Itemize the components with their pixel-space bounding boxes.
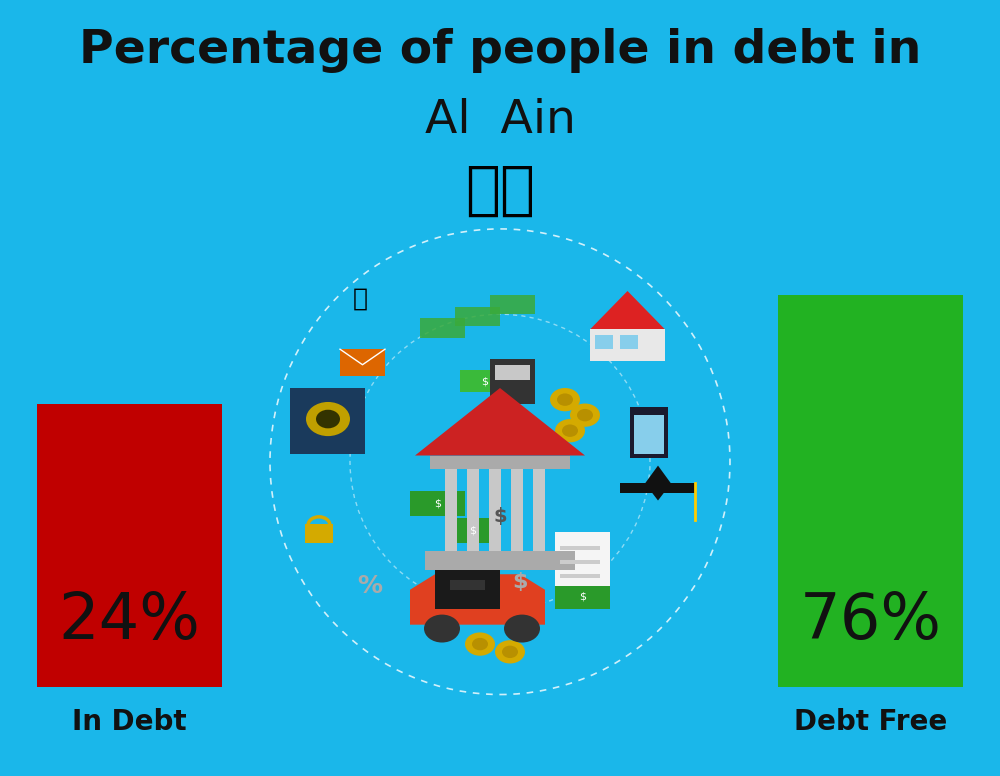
Polygon shape [590,291,665,329]
Circle shape [502,646,518,658]
Text: 76%: 76% [800,590,942,652]
Text: 🔑: 🔑 [514,425,526,444]
Bar [435,569,500,609]
Polygon shape [410,574,545,625]
Bar [595,335,613,349]
Bar [430,456,570,469]
Bar [560,574,600,578]
Bar [460,370,510,392]
Text: $: $ [482,376,489,386]
Bar [560,546,600,550]
Bar [560,560,600,564]
Circle shape [504,615,540,643]
Bar [778,295,963,687]
Bar [511,469,523,555]
Text: In Debt: In Debt [72,708,187,736]
Circle shape [495,640,525,663]
Bar [410,491,465,516]
Circle shape [570,404,600,427]
Bar [620,483,695,493]
Bar [489,469,501,555]
Bar [467,469,479,555]
Circle shape [562,424,578,437]
Bar [450,580,485,590]
Bar [533,469,545,555]
Circle shape [557,393,573,406]
Polygon shape [415,388,585,456]
Bar [290,388,365,454]
Bar [620,335,638,349]
Bar [490,359,535,404]
Circle shape [550,388,580,411]
Text: $: $ [512,572,528,592]
Text: %: % [358,574,382,598]
Circle shape [306,402,350,436]
Bar [634,415,664,454]
Bar [425,551,575,570]
Bar [445,518,500,543]
Text: 24%: 24% [59,590,200,652]
Bar [305,524,333,543]
Circle shape [577,409,593,421]
Text: Percentage of people in debt in: Percentage of people in debt in [79,28,921,73]
Text: 🇪🇦: 🇪🇦 [465,161,535,219]
Bar [590,329,665,361]
Polygon shape [645,466,671,501]
Bar [37,404,222,687]
Circle shape [465,632,495,656]
Text: 🦅: 🦅 [352,287,368,310]
Text: $: $ [493,507,507,525]
Text: Debt Free: Debt Free [794,708,947,736]
Bar [555,532,610,586]
Bar [555,584,610,609]
Bar [490,295,535,314]
Text: $: $ [579,592,586,601]
Bar [420,318,465,338]
Circle shape [472,638,488,650]
Circle shape [316,410,340,428]
Text: $: $ [434,499,441,508]
Text: Al  Ain: Al Ain [425,98,575,143]
Bar [445,469,457,555]
Bar [340,349,385,376]
Bar [495,365,530,380]
Bar [455,307,500,326]
Text: $: $ [469,526,476,535]
Bar [630,407,668,458]
Circle shape [555,419,585,442]
Circle shape [424,615,460,643]
